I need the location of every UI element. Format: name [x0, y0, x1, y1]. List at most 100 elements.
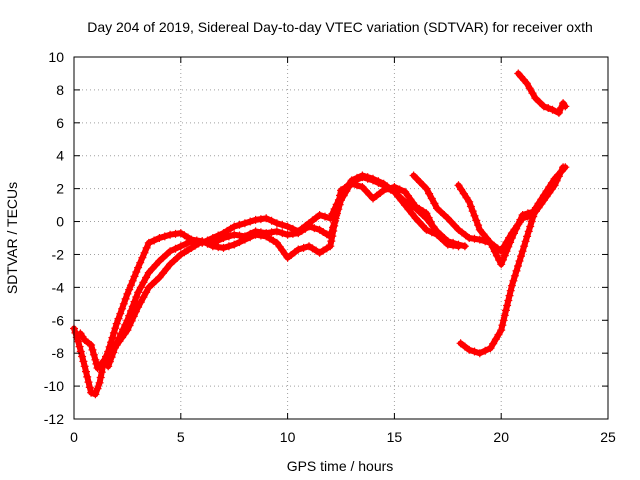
- data-point-marker: [436, 230, 445, 239]
- data-point-marker: [557, 104, 565, 112]
- data-point-marker: [331, 216, 340, 225]
- data-point-marker: [121, 294, 130, 303]
- data-point-marker: [486, 238, 495, 247]
- data-point-marker: [531, 203, 540, 212]
- y-tick-label: -4: [52, 279, 65, 295]
- data-point-marker: [294, 245, 303, 254]
- x-tick-label: 15: [387, 429, 403, 445]
- data-point-marker: [486, 344, 495, 353]
- y-axis-label: SDTVAR / TECUs: [4, 182, 20, 294]
- data-series: [70, 69, 570, 399]
- data-point-marker: [78, 352, 87, 361]
- y-tick-label: 10: [48, 49, 64, 65]
- x-tick-label: 0: [70, 429, 78, 445]
- data-point-marker: [85, 383, 94, 392]
- data-point-marker: [112, 339, 121, 348]
- data-point-marker: [278, 229, 287, 238]
- data-point-marker: [394, 191, 402, 200]
- data-point-marker: [132, 268, 141, 276]
- data-point-marker: [332, 200, 341, 209]
- data-point-marker: [557, 167, 566, 176]
- data-point-marker: [176, 242, 185, 251]
- data-point-marker: [497, 326, 506, 335]
- data-point-marker: [408, 209, 417, 218]
- data-point-marker: [107, 353, 116, 362]
- data-point-marker: [278, 220, 287, 229]
- data-point-marker: [524, 227, 533, 236]
- data-point-marker: [542, 187, 551, 196]
- data-point-marker: [361, 186, 370, 195]
- data-point-marker: [283, 230, 292, 239]
- data-point-marker: [411, 214, 420, 223]
- data-point-marker: [123, 289, 132, 298]
- data-point-marker: [76, 347, 85, 356]
- data-point-marker: [492, 251, 501, 260]
- data-point-marker: [89, 350, 98, 359]
- data-point-marker: [475, 225, 484, 234]
- data-point-marker: [148, 264, 157, 273]
- data-point-marker: [326, 214, 335, 223]
- data-point-marker: [155, 273, 164, 282]
- data-point-marker: [128, 276, 137, 285]
- data-point-marker: [125, 311, 134, 320]
- data-point-marker: [489, 339, 498, 348]
- data-point-marker: [474, 221, 483, 230]
- data-point-marker: [501, 306, 510, 315]
- data-point-marker: [529, 212, 538, 221]
- data-point-marker: [516, 215, 525, 224]
- data-point-marker: [481, 346, 490, 355]
- data-point-marker: [107, 338, 115, 347]
- data-point-marker: [539, 102, 548, 111]
- data-point-marker: [219, 243, 228, 252]
- data-point-marker: [272, 227, 281, 236]
- data-point-marker: [450, 221, 459, 230]
- data-point-marker: [433, 204, 442, 213]
- data-point-marker: [114, 334, 123, 343]
- data-point-marker: [528, 89, 537, 98]
- y-tick-label: -12: [44, 411, 64, 427]
- data-point-marker: [144, 283, 153, 292]
- data-point-marker: [470, 211, 479, 220]
- data-point-marker: [520, 242, 529, 251]
- data-point-marker: [251, 230, 260, 239]
- data-point-marker: [468, 207, 477, 216]
- data-point-marker: [119, 325, 128, 334]
- data-point-marker: [159, 269, 167, 278]
- data-point-marker: [326, 242, 335, 251]
- data-point-marker: [267, 216, 276, 225]
- data-point-marker: [321, 212, 329, 221]
- data-point-marker: [256, 215, 265, 224]
- data-point-marker: [240, 219, 249, 228]
- data-point-marker: [539, 191, 548, 200]
- data-point-marker: [262, 214, 271, 223]
- y-tick-label: 0: [56, 214, 64, 230]
- data-point-marker: [459, 189, 468, 198]
- data-point-marker: [123, 316, 132, 325]
- data-point-marker: [466, 202, 475, 211]
- data-point-marker: [125, 285, 134, 294]
- series-track-6: [456, 212, 538, 358]
- data-point-marker: [504, 296, 513, 305]
- data-point-marker: [327, 237, 336, 246]
- data-point-marker: [160, 232, 169, 241]
- x-tick-label: 5: [177, 429, 185, 445]
- data-point-marker: [230, 240, 239, 249]
- data-point-marker: [425, 189, 434, 198]
- data-point-marker: [449, 238, 458, 247]
- data-point-marker: [105, 357, 114, 366]
- data-point-marker: [512, 266, 521, 275]
- data-point-marker: [95, 378, 104, 387]
- data-point-marker: [91, 390, 100, 399]
- data-point-marker: [310, 224, 319, 233]
- data-point-marker: [208, 234, 217, 242]
- data-point-marker: [457, 185, 466, 194]
- data-point-marker: [235, 238, 244, 247]
- data-point-marker: [430, 199, 439, 208]
- data-point-marker: [554, 108, 563, 117]
- data-point-marker: [130, 297, 139, 306]
- data-point-marker: [138, 253, 147, 262]
- data-point-marker: [460, 342, 469, 351]
- data-point-marker: [166, 260, 175, 269]
- data-point-marker: [415, 218, 424, 227]
- data-point-marker: [505, 291, 514, 300]
